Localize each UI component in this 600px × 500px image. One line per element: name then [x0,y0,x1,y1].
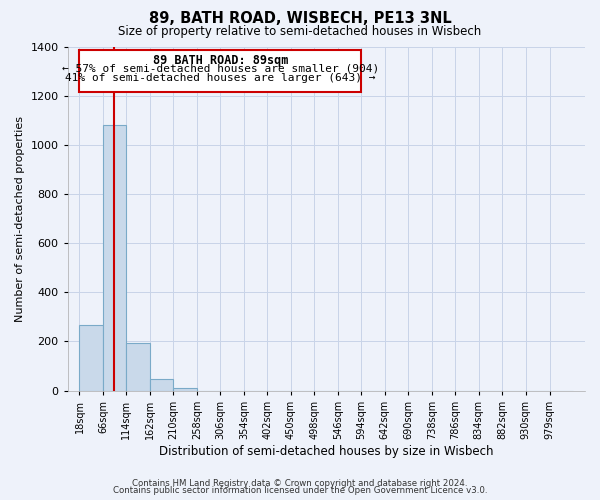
Text: 89, BATH ROAD, WISBECH, PE13 3NL: 89, BATH ROAD, WISBECH, PE13 3NL [149,11,451,26]
Y-axis label: Number of semi-detached properties: Number of semi-detached properties [15,116,25,322]
Text: ← 57% of semi-detached houses are smaller (904): ← 57% of semi-detached houses are smalle… [62,64,379,74]
Bar [103,125,127,390]
Text: Size of property relative to semi-detached houses in Wisbech: Size of property relative to semi-detach… [118,25,482,38]
Text: Contains HM Land Registry data © Crown copyright and database right 2024.: Contains HM Land Registry data © Crown c… [132,478,468,488]
Bar [150,378,173,390]
Bar [173,388,197,390]
X-axis label: Distribution of semi-detached houses by size in Wisbech: Distribution of semi-detached houses by … [159,444,494,458]
Text: 89 BATH ROAD: 89sqm: 89 BATH ROAD: 89sqm [153,54,288,67]
Text: Contains public sector information licensed under the Open Government Licence v3: Contains public sector information licen… [113,486,487,495]
Text: 41% of semi-detached houses are larger (643) →: 41% of semi-detached houses are larger (… [65,73,376,83]
Bar [127,342,150,390]
Bar [79,326,103,390]
Bar [79,50,361,92]
